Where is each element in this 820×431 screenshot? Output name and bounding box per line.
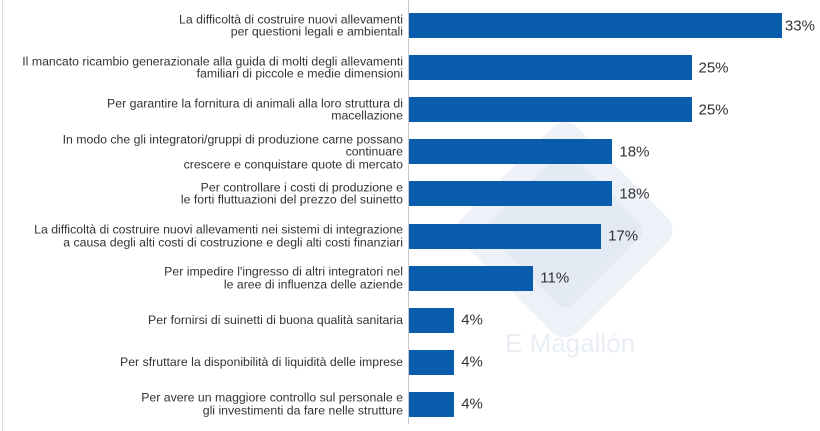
- data-label: 25%: [698, 101, 729, 119]
- data-label: 11%: [540, 269, 570, 287]
- category-label: Per avere un maggiore controllo sul pers…: [141, 390, 403, 418]
- bar: [409, 181, 613, 207]
- data-label: 18%: [619, 143, 650, 161]
- category-label: In modo che gli integratori/gruppi di pr…: [62, 132, 403, 172]
- category-label: La difficoltà di costruire nuovi allevam…: [179, 12, 403, 39]
- category-label: Per controllare i costi di produzione e …: [180, 180, 403, 207]
- category-label: Per impedire l'ingresso di altri integra…: [164, 264, 403, 292]
- category-label: Il mancato ricambio generazionale alla g…: [22, 54, 403, 81]
- y-axis-line: [408, 0, 409, 424]
- bar: [409, 307, 455, 333]
- bar: [409, 349, 455, 375]
- bar: [409, 265, 534, 291]
- bar: [409, 391, 455, 417]
- category-label: Per sfruttare la disponibilità di liquid…: [120, 355, 403, 370]
- watermark-text: E Magallón: [505, 328, 636, 358]
- data-label: 4%: [461, 395, 483, 413]
- bar: [409, 97, 692, 123]
- bar: [409, 223, 602, 249]
- bar: [409, 139, 613, 165]
- bar: [409, 55, 692, 81]
- bar: [409, 13, 782, 38]
- category-label: Per garantire la fornitura di animali al…: [107, 96, 403, 123]
- data-label: 25%: [698, 59, 729, 77]
- data-label: 18%: [619, 185, 650, 203]
- data-label: 17%: [608, 227, 639, 245]
- category-label: Per fornirsi di suinetti di buona qualit…: [148, 312, 403, 327]
- data-label: 33%: [784, 17, 815, 34]
- frame-border: [2, 0, 3, 431]
- data-label: 4%: [461, 353, 483, 371]
- category-label: La difficoltà di costruire nuovi allevam…: [34, 222, 403, 249]
- data-label: 4%: [461, 311, 483, 329]
